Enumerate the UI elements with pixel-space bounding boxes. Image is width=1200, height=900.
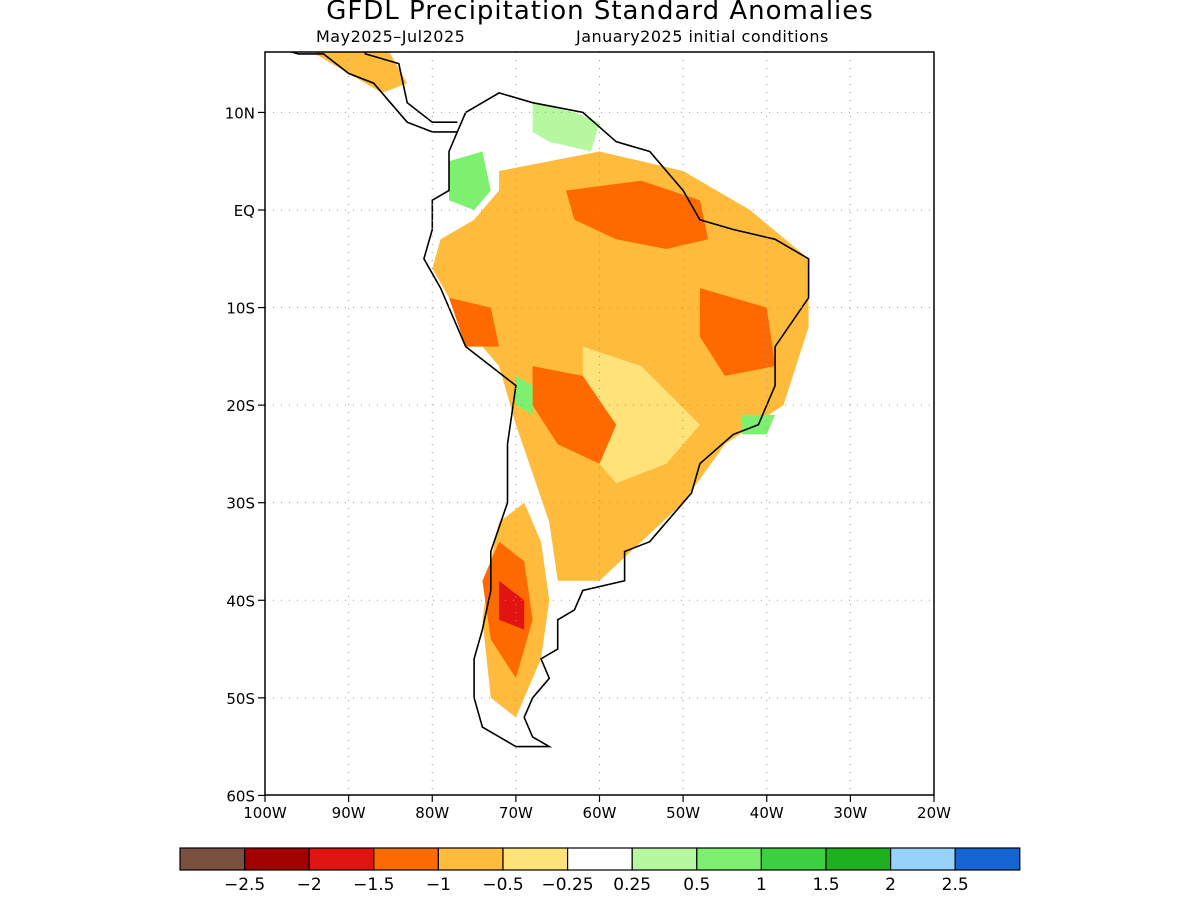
lat-tick-label: EQ [234, 202, 255, 220]
colorbar-label: 2 [885, 875, 896, 895]
colorbar-label: −0.25 [542, 875, 594, 895]
anomaly-region-7 [449, 297, 500, 347]
colorbar-label: −2.5 [224, 875, 265, 895]
anomaly-region-6 [532, 366, 617, 464]
anomaly-region-3 [582, 346, 700, 484]
lat-tick-label: 10S [226, 300, 255, 318]
initial-conditions: January2025 initial conditions [576, 27, 829, 46]
lon-tick-label: 60W [583, 804, 617, 822]
colorbar-swatch [502, 847, 569, 871]
anomaly-region-11 [515, 375, 533, 415]
lon-tick-label: 70W [499, 804, 533, 822]
lon-tick-label: 50W [666, 804, 700, 822]
colorbar-label: −2 [297, 875, 322, 895]
colorbar-swatch [566, 847, 633, 871]
lon-tick-label: 100W [243, 804, 287, 822]
colorbar-label: 0.5 [683, 875, 710, 895]
lon-tick-label: 90W [332, 804, 366, 822]
anomaly-region-4 [566, 180, 709, 249]
lon-tick-label: 40W [750, 804, 784, 822]
lat-tick-label: 20S [226, 397, 255, 415]
central-america-coast [289, 52, 458, 133]
colorbar-swatch [889, 847, 956, 871]
colorbar-label: 2.5 [942, 875, 969, 895]
anomaly-fields [315, 52, 809, 718]
anomaly-region-10 [449, 151, 491, 210]
colorbar-label: −1.5 [353, 875, 394, 895]
colorbar-swatch [696, 847, 762, 871]
lat-tick-label: 40S [226, 592, 255, 610]
colorbar-label: −1 [426, 875, 451, 895]
colorbar-swatch [244, 847, 310, 871]
anomaly-region-13 [532, 102, 600, 152]
colorbar-label: 1.5 [812, 875, 839, 895]
colorbar-swatch [631, 847, 698, 871]
lat-tick-label: 60S [226, 787, 255, 805]
anomaly-region-9 [499, 580, 525, 630]
colorbar-label: 1 [756, 875, 767, 895]
lat-tick-label: 50S [226, 690, 255, 708]
map-title: GFDL Precipitation Standard Anomalies [326, 0, 874, 26]
lon-tick-label: 20W [917, 804, 951, 822]
central-america-caribbean-coast [364, 52, 458, 123]
colorbar: −2.5 −2 −1.5 −1 −0.5 −0.25 0.25 0.5 1 1.5 2 2.5 [179, 847, 1021, 895]
lon-tick-label: 80W [415, 804, 449, 822]
colorbar-swatch [954, 847, 1021, 871]
colorbar-swatch [760, 847, 827, 871]
colorbar-swatch [373, 847, 439, 871]
colorbar-swatch [179, 847, 246, 871]
colorbar-label: 0.25 [613, 875, 651, 895]
colorbar-swatch [437, 847, 504, 871]
colorbar-swatch [825, 847, 892, 871]
forecast-period: May2025–Jul2025 [316, 27, 466, 46]
lat-tick-label: 30S [226, 495, 255, 513]
lon-tick-label: 30W [833, 804, 867, 822]
anomaly-region-2 [315, 52, 408, 93]
colorbar-label: −0.5 [482, 875, 523, 895]
anomaly-region-5 [699, 288, 776, 376]
lat-tick-label: 10N [225, 104, 255, 122]
colorbar-swatch [308, 847, 375, 871]
